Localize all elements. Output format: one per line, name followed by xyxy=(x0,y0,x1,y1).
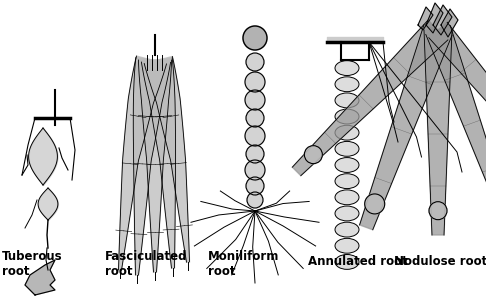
Circle shape xyxy=(245,72,265,92)
Polygon shape xyxy=(141,58,175,268)
Polygon shape xyxy=(441,9,458,37)
Polygon shape xyxy=(144,56,190,262)
Ellipse shape xyxy=(335,77,359,92)
Text: Tuberous
root: Tuberous root xyxy=(2,250,63,278)
Polygon shape xyxy=(429,22,486,175)
Circle shape xyxy=(246,53,264,71)
Circle shape xyxy=(245,90,265,110)
Ellipse shape xyxy=(335,206,359,221)
Circle shape xyxy=(364,194,385,214)
Text: Moniliform
root: Moniliform root xyxy=(208,250,279,278)
Circle shape xyxy=(246,145,264,163)
Ellipse shape xyxy=(335,190,359,205)
Circle shape xyxy=(246,177,264,195)
Polygon shape xyxy=(119,56,167,270)
Ellipse shape xyxy=(335,61,359,76)
Polygon shape xyxy=(139,60,172,272)
Circle shape xyxy=(245,160,265,180)
Circle shape xyxy=(429,202,447,220)
Polygon shape xyxy=(424,30,452,235)
Text: Annulated root: Annulated root xyxy=(308,255,408,268)
Circle shape xyxy=(246,109,264,127)
Ellipse shape xyxy=(335,125,359,140)
Text: Nodulose root: Nodulose root xyxy=(394,255,486,268)
Ellipse shape xyxy=(335,174,359,189)
Ellipse shape xyxy=(335,158,359,172)
Ellipse shape xyxy=(335,222,359,237)
Polygon shape xyxy=(426,3,443,33)
Polygon shape xyxy=(433,5,452,35)
Circle shape xyxy=(243,26,267,50)
Ellipse shape xyxy=(335,109,359,124)
Ellipse shape xyxy=(335,93,359,108)
Polygon shape xyxy=(426,26,486,215)
Ellipse shape xyxy=(335,141,359,156)
Polygon shape xyxy=(133,58,171,275)
Ellipse shape xyxy=(335,254,359,269)
Circle shape xyxy=(245,126,265,146)
Polygon shape xyxy=(293,20,448,176)
Polygon shape xyxy=(25,260,55,295)
Ellipse shape xyxy=(335,238,359,253)
Polygon shape xyxy=(360,25,452,230)
Polygon shape xyxy=(418,7,433,30)
Text: Fasciculated
root: Fasciculated root xyxy=(105,250,188,278)
Circle shape xyxy=(304,146,322,164)
Circle shape xyxy=(247,192,263,208)
